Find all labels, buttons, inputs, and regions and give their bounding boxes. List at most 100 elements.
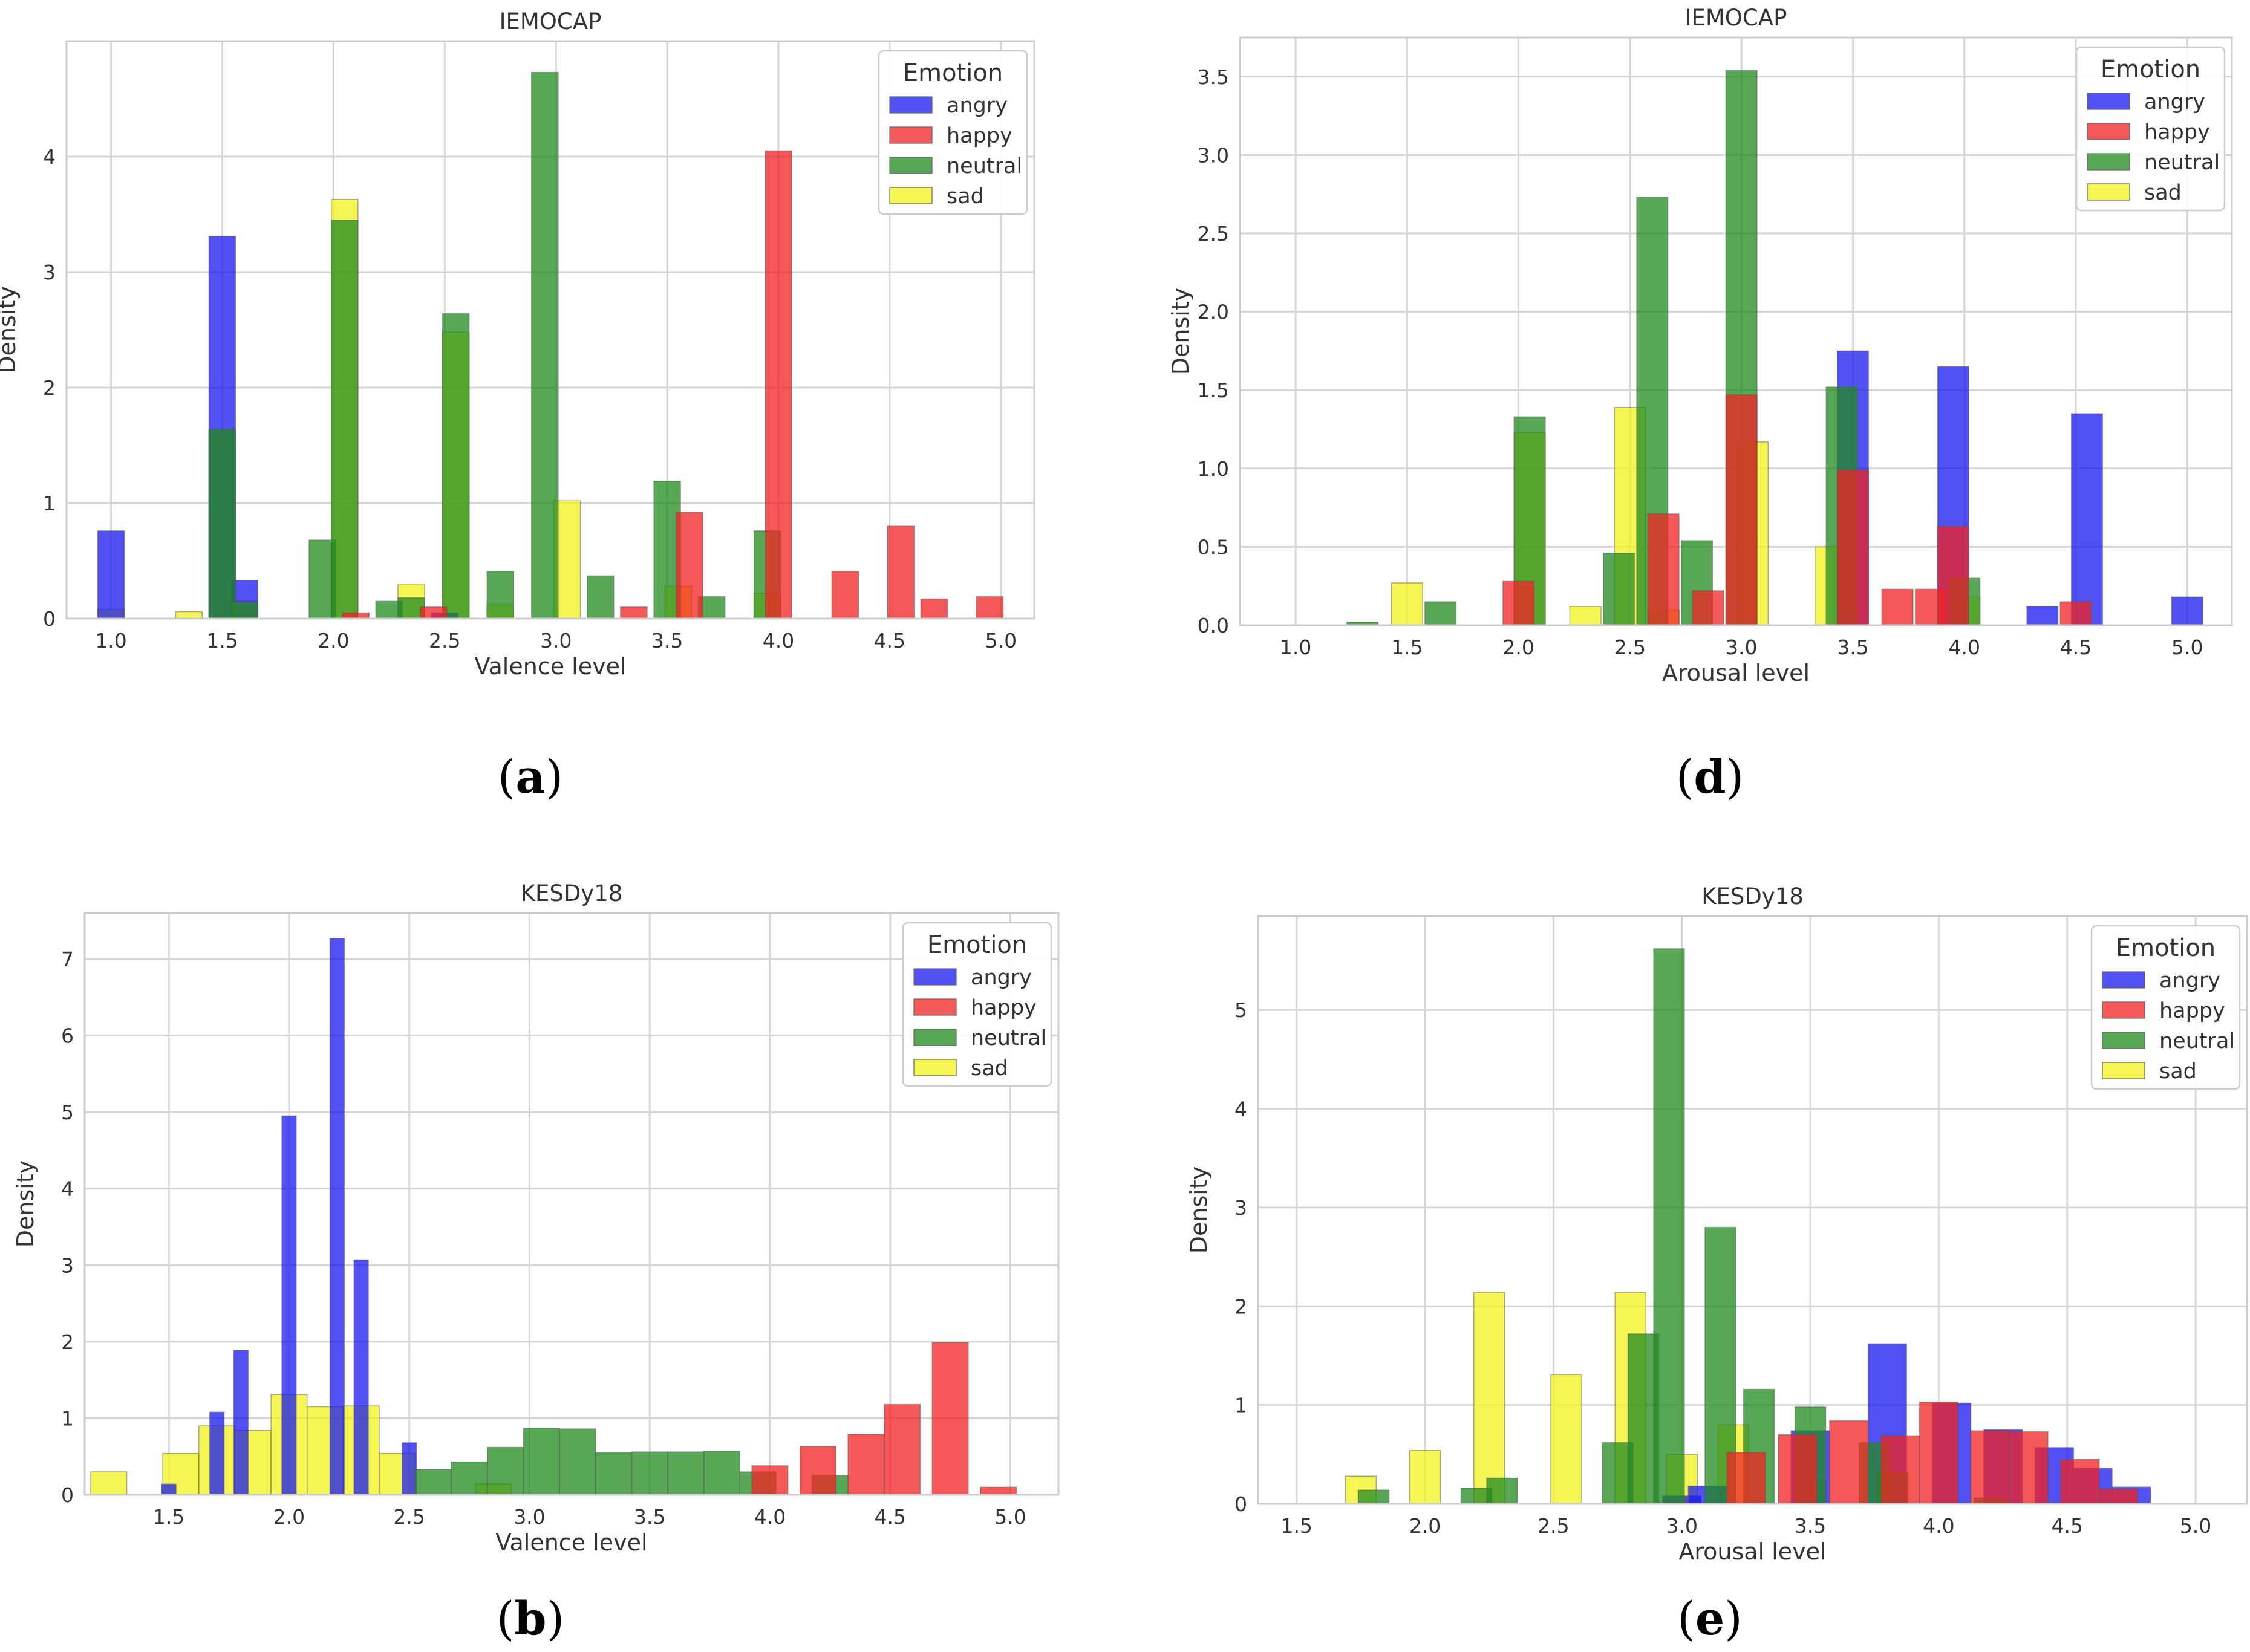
bar-neutral [667,1451,705,1495]
bar-angry [281,1115,297,1495]
x-tick-label: 4.0 [763,629,794,652]
legend-label-neutral: neutral [2159,1029,2235,1053]
bar-neutral [1602,553,1635,626]
bar-neutral [1424,601,1457,626]
x-tick-label: 3.0 [514,1505,545,1529]
chart-title: KESDy18 [1701,883,1804,909]
legend-title: Emotion [927,931,1027,959]
bar-happy [1778,1434,1818,1504]
y-axis-label: Density [1185,1166,1212,1254]
x-tick-label: 1.5 [1391,636,1423,659]
bar-happy [1880,1435,1920,1504]
x-tick-label: 3.0 [1726,636,1757,659]
plot-frame [1239,36,2233,626]
bar-happy [2099,1488,2139,1504]
x-tick-label: 4.0 [1949,636,1980,659]
bar-happy [1726,1452,1766,1504]
x-tick-label: 5.0 [985,629,1017,652]
y-tick-label: 4 [43,145,56,169]
y-tick-label: 0 [43,607,56,631]
legend-label-angry: angry [971,966,1032,990]
x-tick-label: 5.0 [2171,636,2203,659]
y-tick-label: 3 [61,1254,74,1277]
legend-swatch-neutral [2087,153,2130,171]
y-tick-label: 1 [43,492,56,515]
bar-happy [1725,394,1758,626]
legend-label-sad: sad [971,1056,1008,1081]
x-tick-label: 2.0 [1502,636,1534,659]
y-tick-label: 3 [1234,1196,1247,1220]
x-axis-label: Valence level [474,653,626,680]
bar-happy [2059,601,2092,626]
bar-neutral [442,313,470,619]
x-tick-label: 3.0 [540,629,572,652]
legend-label-sad: sad [2144,181,2182,205]
legend-swatch-neutral [889,157,933,174]
x-tick-label: 1.0 [1280,636,1311,659]
legend-label-happy: happy [971,996,1037,1020]
x-tick-label: 5.0 [2180,1514,2211,1538]
bar-happy [1502,580,1535,626]
bar-neutral [486,570,515,619]
x-tick-label: 2.0 [318,629,349,652]
legend-label-neutral: neutral [2144,151,2220,175]
legend-swatch-happy [889,126,933,144]
bar-angry [329,938,345,1495]
legend-label-neutral: neutral [971,1026,1046,1050]
caption-a: (a) [497,750,564,804]
bar-neutral [1486,1477,1518,1504]
y-axis-label: Density [1167,288,1194,375]
bar-neutral [1357,1489,1390,1504]
bar-sad [175,611,203,619]
x-tick-label: 2.5 [393,1505,425,1529]
bar-neutral [208,429,236,619]
bar-neutral [487,1446,524,1495]
legend-title: Emotion [2116,934,2216,962]
x-tick-label: 3.5 [634,1505,665,1529]
x-tick-label: 2.0 [273,1505,305,1529]
y-tick-label: 4 [61,1177,74,1201]
x-tick-label: 1.5 [206,629,238,652]
bar-happy [847,1434,885,1495]
bar-happy [1937,525,1969,626]
legend-swatch-angry [2102,971,2145,989]
caption-d: (d) [1675,750,1744,804]
bar-sad [1550,1374,1582,1504]
bar-neutral [414,1469,452,1495]
bar-happy [1881,588,1914,626]
bar-angry [2026,606,2059,626]
y-tick-label: 3 [43,261,56,284]
bar-happy [676,512,703,619]
y-tick-label: 3.0 [1198,143,1229,167]
plot-frame [1257,915,2248,1505]
bar-happy [1829,1420,1869,1504]
y-axis-label: Density [0,286,21,373]
y-tick-label: 7 [61,948,74,971]
legend-swatch-sad [913,1059,957,1076]
legend-label-angry: angry [947,94,1008,118]
x-tick-label: 4.5 [874,1505,905,1529]
chart-e: 1.5 2.0 2.5 3.0 3.5 4.0 4.5 5.0 0 1 2 3 4 5 KESDy18 Aro… [1185,883,2248,1565]
y-tick-label: 0 [61,1483,74,1507]
y-tick-label: 2 [43,376,56,400]
legend-label-happy: happy [947,124,1012,148]
x-axis-label: Valence level [495,1529,647,1556]
legend: Emotion angry happy neutral sad [878,50,1028,215]
legend: Emotion angry happy neutral sad [2075,46,2226,212]
legend-swatch-sad [2087,183,2130,201]
legend-swatch-neutral [2102,1032,2145,1049]
x-tick-label: 1.0 [95,629,126,652]
bar-happy [751,1465,789,1495]
x-tick-label: 3.5 [1795,1514,1826,1538]
bar-happy [1970,1430,2010,1504]
bar-happy [976,596,1004,619]
bar-neutral [230,602,259,619]
y-tick-label: 1 [1234,1394,1247,1417]
x-tick-label: 4.5 [2051,1514,2082,1538]
chart-b: 1.5 2.0 2.5 3.0 3.5 4.0 4.5 5.0 0 1 2 3 4 5 6 7 KESDy18 V… [12,880,1060,1556]
legend-label-happy: happy [2144,120,2210,145]
bar-neutral [1653,948,1685,1504]
caption-e: (e) [1677,1592,1743,1645]
bar-happy [884,1403,921,1495]
